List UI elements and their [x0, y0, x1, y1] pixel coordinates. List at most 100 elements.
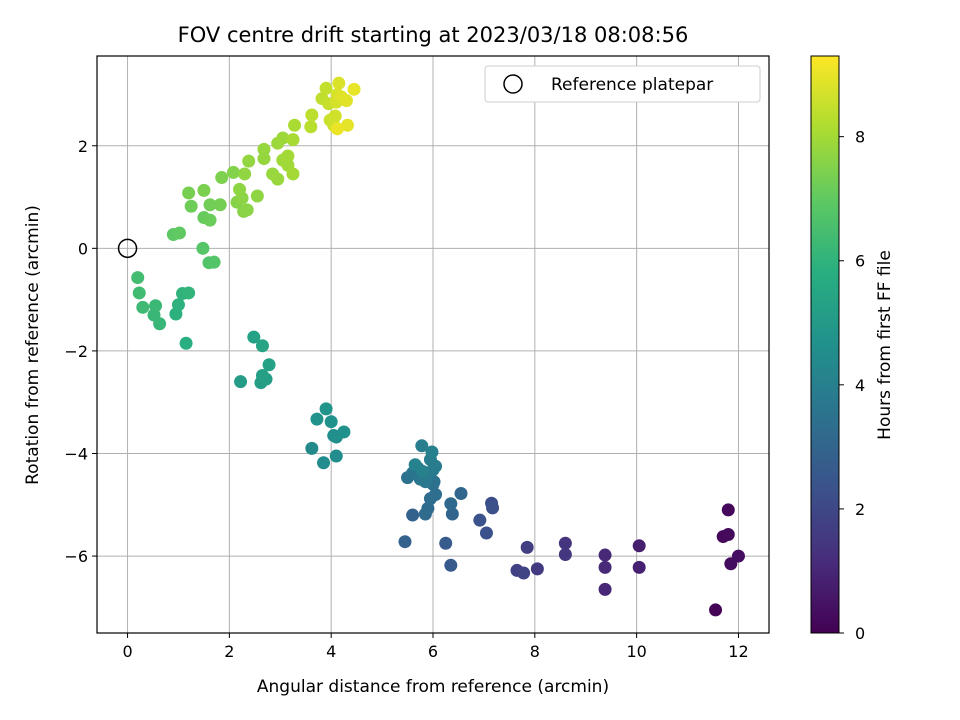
data-point [196, 241, 210, 255]
y-tick-label: −6 [64, 547, 88, 566]
data-point [182, 286, 196, 300]
data-point [340, 118, 354, 132]
data-point [444, 558, 458, 572]
data-point [203, 198, 217, 212]
data-point [721, 503, 735, 517]
data-point [632, 560, 646, 574]
data-point [486, 501, 500, 515]
data-point [425, 445, 439, 459]
data-point [286, 167, 300, 181]
data-point [238, 167, 252, 181]
data-point [479, 526, 493, 540]
data-point [406, 508, 420, 522]
data-point [329, 449, 343, 463]
chart-title: FOV centre drift starting at 2023/03/18 … [178, 23, 689, 47]
data-point [171, 298, 185, 312]
legend: Reference platepar [484, 65, 761, 103]
x-tick-label: 2 [224, 642, 234, 661]
data-point [257, 142, 271, 156]
data-point [240, 203, 254, 217]
y-axis-ticks: −6 −4 −2 0 2 [64, 137, 97, 566]
data-point [328, 109, 342, 123]
colorbar-ticks: 0 2 4 6 8 [839, 128, 865, 643]
data-points [131, 76, 745, 617]
data-point [330, 122, 344, 136]
data-point [319, 402, 333, 416]
data-point [255, 369, 269, 383]
data-point [172, 226, 186, 240]
data-point [473, 513, 487, 527]
colorbar-label: Hours from first FF file [875, 250, 895, 440]
colorbar-tick-label: 8 [855, 128, 865, 147]
data-point [721, 528, 735, 542]
data-point [454, 486, 468, 500]
x-axis-label: Angular distance from reference (arcmin) [257, 677, 609, 697]
data-point [408, 458, 422, 472]
data-point [182, 186, 196, 200]
data-point [203, 213, 217, 227]
data-point [332, 76, 346, 90]
colorbar-tick-label: 4 [855, 376, 865, 395]
data-point [598, 582, 612, 596]
data-point [215, 171, 229, 185]
data-point [517, 566, 531, 580]
data-point [339, 94, 353, 108]
y-tick-label: −2 [64, 342, 88, 361]
data-point [197, 183, 211, 197]
data-point [324, 415, 338, 429]
data-point [304, 120, 318, 134]
data-point [305, 441, 319, 455]
data-point [598, 548, 612, 562]
data-point [247, 330, 261, 344]
reference-marker [117, 238, 138, 259]
data-point [257, 152, 271, 166]
data-point [530, 562, 544, 576]
data-point [415, 439, 429, 453]
data-point [132, 286, 146, 300]
data-point [179, 336, 193, 350]
data-point [632, 539, 646, 553]
data-point [421, 501, 435, 515]
colorbar-tick-label: 6 [855, 252, 865, 271]
data-point [226, 165, 240, 179]
x-axis-ticks: 0 2 4 6 8 10 12 [122, 633, 749, 661]
data-point [305, 108, 319, 122]
data-point [288, 118, 302, 132]
data-point [262, 358, 276, 372]
data-point [149, 299, 163, 313]
data-point [429, 488, 443, 502]
data-point [255, 339, 269, 353]
data-point [558, 548, 572, 562]
x-tick-label: 0 [122, 642, 132, 661]
data-point [242, 154, 256, 168]
x-tick-label: 6 [428, 642, 438, 661]
data-point [598, 560, 612, 574]
x-tick-label: 4 [326, 642, 336, 661]
data-point [319, 81, 333, 95]
data-point [310, 412, 324, 426]
data-point [250, 189, 264, 203]
x-tick-label: 10 [626, 642, 646, 661]
data-point [445, 507, 459, 521]
y-tick-label: −4 [64, 444, 88, 463]
data-point [276, 131, 290, 145]
data-point [213, 198, 227, 212]
data-point [444, 497, 458, 511]
legend-box [484, 65, 761, 103]
data-point [520, 540, 534, 554]
data-point [286, 133, 300, 147]
legend-reference-icon [503, 74, 523, 94]
data-point [281, 149, 295, 163]
x-tick-label: 12 [728, 642, 748, 661]
x-tick-label: 8 [530, 642, 540, 661]
data-point [234, 375, 248, 389]
legend-entry-reference: Reference platepar [551, 75, 713, 95]
data-point [233, 182, 247, 196]
data-point [207, 255, 221, 269]
data-point [337, 425, 351, 439]
data-point [136, 300, 150, 314]
data-point [327, 429, 341, 443]
y-tick-label: 2 [78, 137, 88, 156]
data-point [558, 536, 572, 550]
